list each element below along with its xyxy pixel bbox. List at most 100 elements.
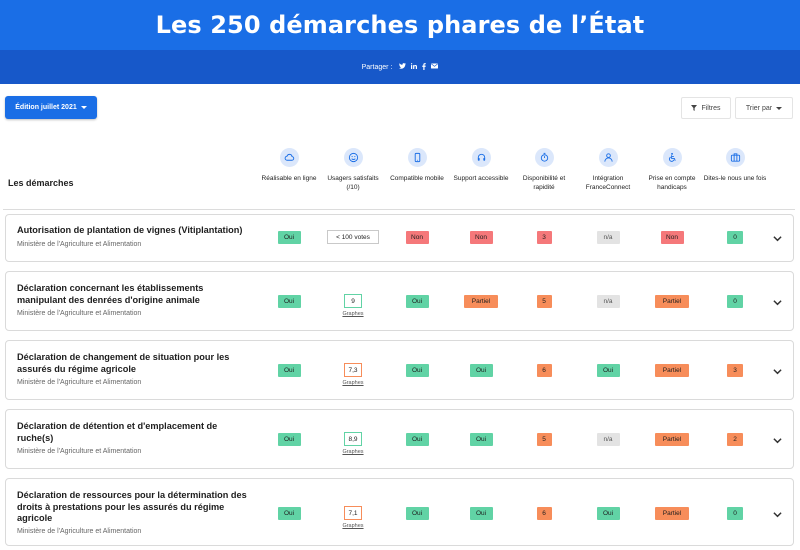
- briefcase-icon: [725, 148, 745, 167]
- cell-franceconnect: n/a: [578, 295, 638, 308]
- procedure-name[interactable]: Déclaration de ressources pour la déterm…: [17, 490, 247, 523]
- column-header-franceconnect[interactable]: Intégration FranceConnect: [576, 148, 640, 192]
- cell-satisfaction: < 100 votes: [323, 230, 383, 244]
- satisfaction-score: 7,1: [344, 506, 362, 520]
- graphs-link[interactable]: Graphes: [342, 380, 364, 386]
- page-title: Les 250 démarches phares de l’État: [155, 11, 645, 39]
- filters-button[interactable]: Filtres: [681, 97, 731, 119]
- procedure-name[interactable]: Déclaration de détention et d'emplacemen…: [17, 421, 218, 443]
- sort-dropdown-button[interactable]: Trier par: [735, 97, 793, 119]
- status-badge: 5: [536, 295, 552, 308]
- column-header-mobile[interactable]: Compatible mobile: [385, 148, 449, 183]
- column-label: Prise en compte handicaps: [648, 175, 696, 191]
- column-header-dlnuf[interactable]: Dites-le nous une fois: [703, 148, 767, 183]
- satisfaction-score: < 100 votes: [327, 230, 379, 244]
- cell-dlnuf: 0: [705, 295, 765, 308]
- status-badge: Oui: [405, 364, 429, 377]
- linkedin-icon[interactable]: [411, 62, 418, 72]
- cell-mobile: Non: [387, 231, 447, 244]
- procedure-row[interactable]: Déclaration de détention et d'emplacemen…: [5, 409, 794, 469]
- status-badge: Oui: [596, 507, 620, 520]
- headset-icon: [471, 148, 491, 167]
- facebook-icon[interactable]: [422, 62, 427, 72]
- graphs-link[interactable]: Graphes: [342, 523, 364, 529]
- procedure-row[interactable]: Autorisation de plantation de vignes (Vi…: [5, 214, 794, 262]
- cell-dlnuf: 0: [705, 507, 765, 520]
- column-header-satisfaction[interactable]: Usagers satisfaits (/10): [321, 148, 385, 192]
- share-label: Partager :: [361, 63, 393, 71]
- toolbar: Édition juillet 2021 Filtres Trier par: [0, 84, 800, 130]
- chevron-down-icon[interactable]: [773, 367, 782, 376]
- edition-dropdown-button[interactable]: Édition juillet 2021: [5, 96, 97, 119]
- sort-label: Trier par: [745, 104, 773, 112]
- procedure-ministry: Ministère de l'Agriculture et Alimentati…: [17, 528, 142, 535]
- status-badge: 2: [727, 433, 743, 446]
- procedure-name[interactable]: Déclaration de changement de situation p…: [17, 352, 230, 374]
- status-badge: Oui: [469, 507, 493, 520]
- status-badge: Oui: [405, 433, 429, 446]
- graphs-link[interactable]: Graphes: [342, 311, 364, 317]
- cell-online: Oui: [259, 364, 319, 377]
- status-badge: Partiel: [655, 507, 689, 520]
- mobile-icon: [407, 148, 427, 167]
- column-label: Réalisable en ligne: [261, 175, 317, 182]
- chevron-down-icon[interactable]: [773, 298, 782, 307]
- status-badge: Oui: [405, 507, 429, 520]
- graphs-link[interactable]: Graphes: [342, 449, 364, 455]
- table-header: Les démarches Réalisable en ligne Usager…: [0, 130, 800, 210]
- procedure-row[interactable]: Déclaration concernant les établissement…: [5, 271, 794, 331]
- cell-dlnuf: 3: [705, 364, 765, 377]
- column-header-online[interactable]: Réalisable en ligne: [257, 148, 321, 183]
- cell-satisfaction: 7,3 Graphes: [323, 363, 383, 386]
- procedure-ministry: Ministère de l'Agriculture et Alimentati…: [17, 448, 142, 455]
- cell-online: Oui: [259, 295, 319, 308]
- status-badge: Partiel: [655, 295, 689, 308]
- column-header-support[interactable]: Support accessible: [449, 148, 513, 183]
- filter-icon: [691, 105, 698, 111]
- procedure-name[interactable]: Déclaration concernant les établissement…: [17, 283, 204, 305]
- chevron-down-icon[interactable]: [773, 436, 782, 445]
- share-bar: Partager :: [0, 50, 800, 84]
- cell-mobile: Oui: [387, 295, 447, 308]
- status-badge: Oui: [277, 295, 301, 308]
- stopwatch-icon: [534, 148, 554, 167]
- status-badge: 6: [536, 507, 552, 520]
- procedure-row[interactable]: Déclaration de ressources pour la déterm…: [5, 478, 794, 546]
- satisfaction-score: 8,9: [344, 432, 362, 446]
- status-badge: Oui: [277, 507, 301, 520]
- twitter-icon[interactable]: [399, 62, 407, 72]
- satisfaction-score: 9: [344, 294, 362, 308]
- procedure-name[interactable]: Autorisation de plantation de vignes (Vi…: [17, 225, 243, 235]
- cell-support: Oui: [451, 507, 511, 520]
- status-badge: 3: [536, 231, 552, 244]
- status-badge: Oui: [277, 364, 301, 377]
- cell-dlnuf: 0: [705, 231, 765, 244]
- cell-speed: 5: [514, 295, 574, 308]
- column-header-speed[interactable]: Disponibilité et rapidité: [512, 148, 576, 192]
- chevron-down-icon[interactable]: [773, 510, 782, 519]
- column-label: Disponibilité et rapidité: [522, 175, 566, 191]
- procedure-ministry: Ministère de l'Agriculture et Alimentati…: [17, 310, 142, 317]
- procedure-row[interactable]: Déclaration de changement de situation p…: [5, 340, 794, 400]
- status-badge: Non: [660, 231, 684, 244]
- cell-online: Oui: [259, 433, 319, 446]
- status-badge: 0: [727, 231, 743, 244]
- cell-dlnuf: 2: [705, 433, 765, 446]
- status-badge: Partiel: [655, 364, 689, 377]
- cell-handicap: Partiel: [642, 295, 702, 308]
- hero-banner: Les 250 démarches phares de l’État: [0, 0, 800, 50]
- cell-franceconnect: Oui: [578, 507, 638, 520]
- procedure-ministry: Ministère de l'Agriculture et Alimentati…: [17, 379, 142, 386]
- status-badge: Oui: [596, 364, 620, 377]
- cell-support: Oui: [451, 433, 511, 446]
- cell-handicap: Partiel: [642, 364, 702, 377]
- column-header-handicap[interactable]: Prise en compte handicaps: [640, 148, 704, 192]
- status-badge: Oui: [469, 364, 493, 377]
- column-label: Support accessible: [453, 175, 509, 182]
- cell-online: Oui: [259, 507, 319, 520]
- mail-icon[interactable]: [431, 63, 439, 72]
- cell-mobile: Oui: [387, 433, 447, 446]
- filters-label: Filtres: [701, 104, 721, 112]
- column-label: Compatible mobile: [390, 175, 444, 182]
- chevron-down-icon[interactable]: [773, 234, 782, 243]
